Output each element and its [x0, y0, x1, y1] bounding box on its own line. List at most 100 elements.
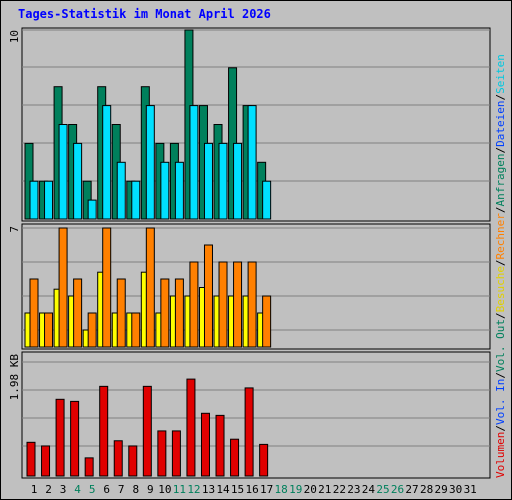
right-legend: Volumen/Vol. In/Vol. Out/Besuche/Rechner…	[494, 54, 507, 478]
x-tick-label: 6	[103, 483, 110, 496]
right-label-separator: /	[494, 372, 507, 379]
x-tick-label: 13	[202, 483, 215, 496]
right-label-anfragen: Anfragen	[494, 153, 507, 206]
bar-rechner	[116, 278, 126, 348]
bar-dateien	[160, 161, 170, 220]
bar-dateien	[218, 142, 228, 220]
bar-volumen	[26, 441, 36, 477]
right-label-seiten: Seiten	[494, 54, 507, 94]
x-tick-label: 30	[449, 483, 462, 496]
x-tick-label: 28	[420, 483, 433, 496]
bar-volumen	[142, 385, 152, 477]
bar-volumen	[259, 443, 269, 477]
right-label-separator: /	[494, 147, 507, 154]
right-label-vol-out: Vol. Out	[494, 319, 507, 372]
x-tick-label: 20	[304, 483, 317, 496]
x-tick-label: 11	[173, 483, 186, 496]
x-tick-label: 21	[318, 483, 331, 496]
bar-rechner	[203, 244, 213, 348]
bar-dateien	[58, 124, 68, 220]
bar-volumen	[244, 387, 254, 477]
bar-dateien	[203, 142, 213, 220]
bar-rechner	[247, 261, 257, 348]
bar-dateien	[29, 180, 39, 220]
x-tick-label: 4	[74, 483, 81, 496]
bar-rechner	[262, 295, 272, 348]
bar-volumen	[99, 385, 109, 477]
bar-volumen	[230, 438, 240, 477]
x-tick-label: 2	[45, 483, 52, 496]
x-tick-label: 7	[118, 483, 125, 496]
bar-rechner	[44, 312, 54, 348]
x-tick-label: 15	[231, 483, 244, 496]
bar-dateien	[102, 105, 112, 220]
panel-volume: 1.98 KB	[8, 351, 491, 479]
right-label-separator: /	[494, 94, 507, 101]
x-tick-label: 26	[391, 483, 404, 496]
x-tick-label: 24	[362, 483, 376, 496]
right-label-separator: /	[494, 206, 507, 213]
bar-rechner	[131, 312, 141, 348]
bar-dateien	[262, 180, 272, 220]
panel-visits: 7	[8, 223, 491, 350]
bar-rechner	[58, 227, 68, 348]
bar-volumen	[157, 430, 167, 477]
right-label-rechner: Rechner	[494, 213, 507, 260]
x-tick-label: 8	[132, 483, 139, 496]
bar-dateien	[73, 142, 83, 220]
bar-dateien	[189, 105, 199, 220]
right-label-separator: /	[494, 259, 507, 266]
x-tick-label: 17	[260, 483, 273, 496]
right-label-vol-in: Vol. In	[494, 379, 507, 425]
bar-volumen	[200, 412, 210, 477]
bar-dateien	[44, 180, 54, 220]
x-tick-label: 9	[147, 483, 154, 496]
x-tick-label: 29	[434, 483, 447, 496]
x-tick-label: 22	[333, 483, 346, 496]
bar-volumen	[215, 414, 225, 477]
bar-rechner	[29, 278, 39, 348]
x-tick-label: 23	[347, 483, 360, 496]
bar-rechner	[102, 227, 112, 348]
bar-rechner	[145, 227, 155, 348]
x-tick-label: 31	[464, 483, 477, 496]
bar-rechner	[87, 312, 97, 348]
bar-dateien	[247, 105, 257, 220]
bar-dateien	[87, 199, 97, 220]
right-label-volumen: Volumen	[494, 432, 507, 478]
right-label-separator: /	[494, 425, 507, 432]
bar-volumen	[41, 445, 51, 477]
x-tick-label: 14	[216, 483, 230, 496]
bar-volumen	[55, 398, 65, 477]
right-label-dateien: Dateien	[494, 100, 507, 146]
bar-volumen	[171, 430, 181, 477]
bar-rechner	[189, 261, 199, 348]
bar-rechner	[174, 278, 184, 348]
chart-title: Tages-Statistik im Monat April 2026	[18, 7, 271, 21]
x-tick-label: 25	[376, 483, 389, 496]
panel-requests: 10	[8, 27, 491, 222]
bar-rechner	[73, 278, 83, 348]
bar-volumen	[84, 457, 94, 477]
bar-volumen	[128, 445, 138, 477]
bar-volumen	[113, 440, 123, 477]
bar-rechner	[218, 261, 228, 348]
bar-dateien	[116, 161, 126, 220]
right-label-separator: /	[494, 312, 507, 319]
y-max-label: 10	[8, 30, 21, 43]
bar-volumen	[70, 400, 80, 477]
y-max-label: 1.98 KB	[8, 354, 21, 401]
x-tick-label: 1	[31, 483, 38, 496]
bar-dateien	[174, 161, 184, 220]
x-tick-label: 19	[289, 483, 302, 496]
bar-volumen	[186, 378, 196, 477]
bar-dateien	[233, 142, 243, 220]
x-tick-label: 27	[405, 483, 418, 496]
x-tick-label: 16	[245, 483, 258, 496]
bar-dateien	[145, 105, 155, 220]
bar-rechner	[160, 278, 170, 348]
x-tick-label: 10	[158, 483, 171, 496]
bar-rechner	[233, 261, 243, 348]
x-tick-label: 5	[89, 483, 96, 496]
